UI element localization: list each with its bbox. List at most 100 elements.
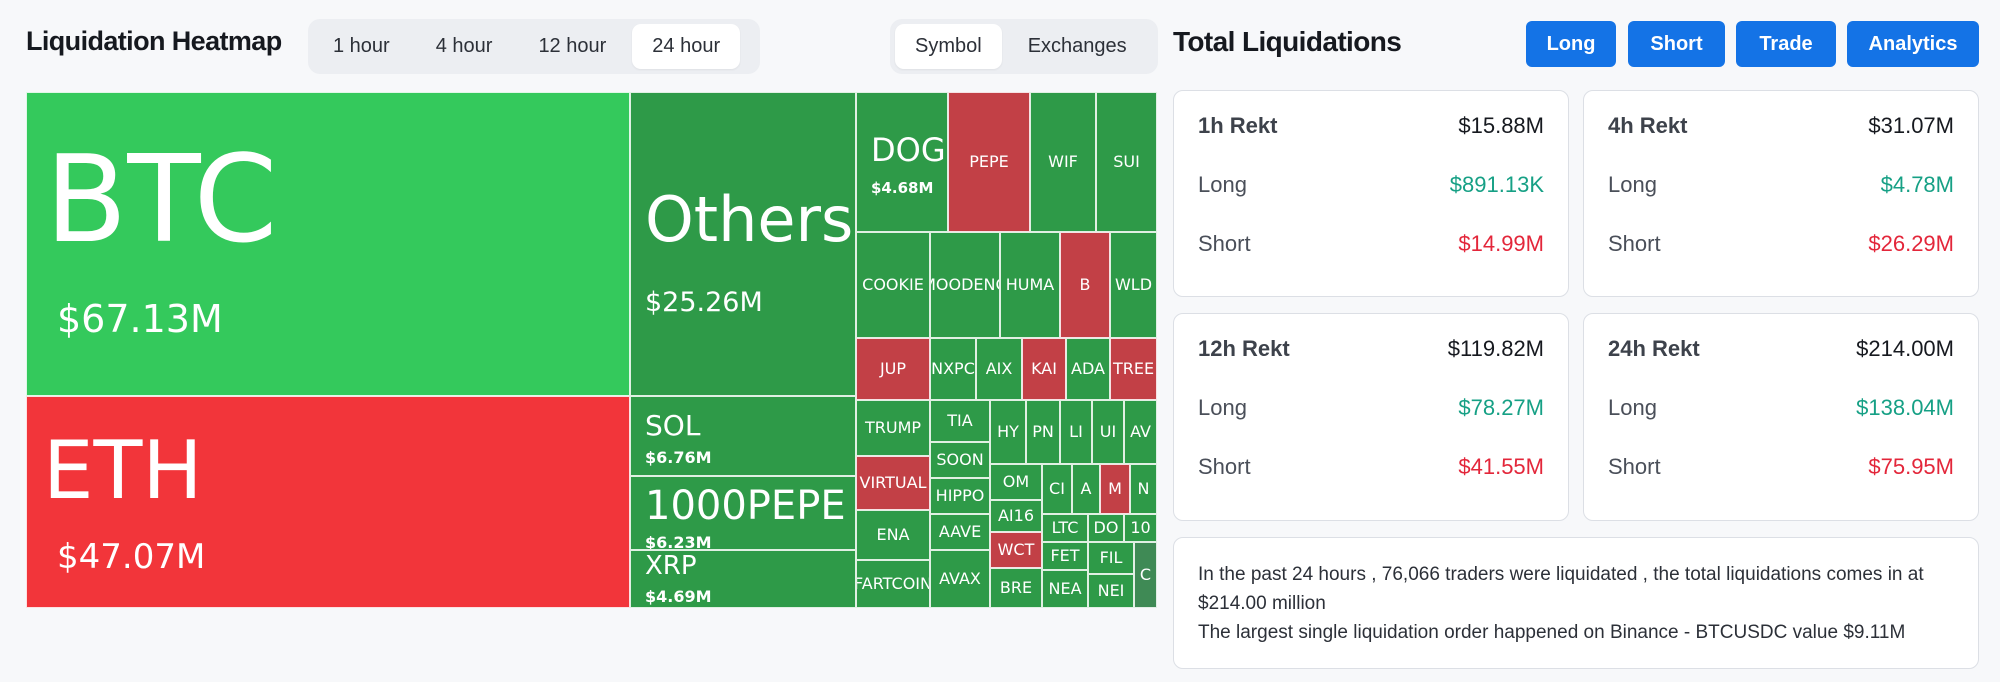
rekt-card-total: $214.00M (1856, 336, 1954, 361)
tile-ten-symbol: 10 (1130, 518, 1151, 537)
view-mode-selector: Symbol Exchanges (890, 19, 1158, 74)
tile-m[interactable]: M (1100, 464, 1130, 514)
tile-nei[interactable]: NEI (1088, 574, 1134, 608)
analytics-button[interactable]: Analytics (1847, 21, 1979, 67)
tile-tree[interactable]: TREE (1110, 338, 1157, 400)
short-label: Short (1608, 231, 1661, 256)
trade-button[interactable]: Trade (1736, 21, 1836, 67)
tile-pepe[interactable]: PEPE (948, 92, 1030, 232)
tile-link[interactable]: LI (1060, 400, 1092, 464)
tile-1000pepe[interactable]: 1000PEPE $6.23M (630, 476, 856, 550)
tile-xrp-value: $4.69M (645, 587, 712, 606)
tile-link-symbol: LI (1069, 422, 1083, 441)
tile-uni-symbol: UI (1099, 422, 1117, 441)
tile-nei-symbol: NEI (1097, 581, 1125, 600)
tile-sol-symbol: SOL (645, 409, 701, 442)
tile-kaito-symbol: KAI (1031, 359, 1057, 378)
long-value: $4.78M (1880, 172, 1954, 197)
tile-c[interactable]: C (1134, 542, 1157, 608)
tile-dot[interactable]: DO (1088, 514, 1124, 542)
tile-ada-symbol: ADA (1071, 359, 1105, 378)
rekt-card-total: $119.82M (1447, 336, 1544, 361)
tile-eth-symbol: ETH (43, 424, 203, 517)
tile-avax[interactable]: AVAX (930, 550, 990, 608)
tile-huma[interactable]: HUMA (1000, 232, 1060, 338)
tile-a[interactable]: A (1072, 464, 1100, 514)
long-button[interactable]: Long (1526, 21, 1616, 67)
tile-fet[interactable]: FET (1042, 542, 1088, 570)
tile-kaito[interactable]: KAI (1022, 338, 1066, 400)
tile-ada[interactable]: ADA (1066, 338, 1110, 400)
tile-hype[interactable]: HY (990, 400, 1026, 464)
rekt-card-period: 12h Rekt (1198, 336, 1290, 361)
tile-nxpc[interactable]: NXPC (930, 338, 976, 400)
tile-bre[interactable]: BRE (990, 568, 1042, 608)
short-value: $14.99M (1458, 231, 1544, 256)
tile-moodeng[interactable]: MOODENG (930, 232, 1000, 338)
tile-om[interactable]: OM (990, 464, 1042, 500)
tile-wld-symbol: WLD (1114, 275, 1153, 294)
tile-btc-value: $67.13M (57, 297, 223, 341)
tile-1000pepe-symbol: 1000PEPE (645, 483, 846, 529)
rekt-card-period: 24h Rekt (1608, 336, 1700, 361)
tile-btc[interactable]: BTC $67.13M (26, 92, 630, 396)
tile-avax-small-symbol: AV (1130, 422, 1151, 441)
tile-uni[interactable]: UI (1092, 400, 1124, 464)
tile-near[interactable]: NEA (1042, 570, 1088, 608)
tile-xrp[interactable]: XRP $4.69M (630, 550, 856, 608)
tile-tia-symbol: TIA (947, 411, 973, 430)
tile-ltc[interactable]: LTC (1042, 514, 1088, 542)
short-value: $75.95M (1868, 454, 1954, 479)
liquidation-summary: In the past 24 hours , 76,066 traders we… (1173, 537, 1979, 669)
long-label: Long (1198, 172, 1247, 197)
tile-aave[interactable]: AAVE (930, 514, 990, 550)
tile-pnut-symbol: PN (1032, 422, 1054, 441)
tile-om-symbol: OM (1002, 472, 1030, 491)
tile-pnut[interactable]: PN (1026, 400, 1060, 464)
tile-sui[interactable]: SUI (1096, 92, 1157, 232)
tile-ai16z[interactable]: AI16 (990, 500, 1042, 532)
tile-b-symbol: B (1079, 275, 1091, 294)
tile-doge[interactable]: DOGE $4.68M (856, 92, 948, 232)
tile-hippo[interactable]: HIPPO (930, 478, 990, 514)
tile-n[interactable]: N (1130, 464, 1157, 514)
tile-b[interactable]: B (1060, 232, 1110, 338)
view-option-exchanges[interactable]: Exchanges (1027, 35, 1127, 57)
tile-fartcoin[interactable]: FARTCOIN (856, 560, 930, 608)
tile-sui-symbol: SUI (1113, 152, 1140, 171)
time-option-12h[interactable]: 12 hour (538, 35, 607, 57)
long-value: $78.27M (1458, 395, 1544, 420)
tile-ten[interactable]: 10 (1124, 514, 1157, 542)
tile-wct[interactable]: WCT (990, 532, 1042, 568)
short-button[interactable]: Short (1628, 21, 1725, 67)
rekt-card-period: 1h Rekt (1198, 113, 1278, 138)
tile-tia[interactable]: TIA (930, 400, 990, 442)
tile-jup[interactable]: JUP (856, 338, 930, 400)
tile-fet-symbol: FET (1050, 546, 1080, 565)
tile-ena[interactable]: ENA (856, 510, 930, 560)
tile-fil[interactable]: FIL (1088, 542, 1134, 574)
tile-c-symbol: C (1139, 565, 1152, 584)
tile-sol[interactable]: SOL $6.76M (630, 396, 856, 476)
rekt-card-1h: 1h Rekt $15.88M Long $891.13K Short $14.… (1173, 90, 1569, 297)
tile-crv[interactable]: CI (1042, 464, 1072, 514)
tile-eth[interactable]: ETH $47.07M (26, 396, 630, 608)
tile-trump[interactable]: TRUMP (856, 400, 930, 456)
tile-aixbt[interactable]: AIX (976, 338, 1022, 400)
tile-wld[interactable]: WLD (1110, 232, 1157, 338)
time-option-24h[interactable]: 24 hour (632, 24, 741, 69)
rekt-card-period: 4h Rekt (1608, 113, 1688, 138)
view-option-symbol[interactable]: Symbol (895, 24, 1002, 69)
tile-avax-small[interactable]: AV (1124, 400, 1157, 464)
largest-order-text: The largest single liquidation order hap… (1198, 622, 1906, 643)
tile-wif[interactable]: WIF (1030, 92, 1096, 232)
tile-cookie[interactable]: COOKIE (856, 232, 930, 338)
tile-wif-symbol: WIF (1048, 152, 1078, 171)
time-option-1h[interactable]: 1 hour (333, 35, 390, 57)
time-option-4h[interactable]: 4 hour (435, 35, 493, 57)
tile-others[interactable]: Others $25.26M (630, 92, 856, 396)
tile-hippo-symbol: HIPPO (935, 486, 985, 505)
rekt-card-12h: 12h Rekt $119.82M Long $78.27M Short $41… (1173, 313, 1569, 521)
tile-virtual[interactable]: VIRTUAL (856, 456, 930, 510)
tile-soon[interactable]: SOON (930, 442, 990, 478)
